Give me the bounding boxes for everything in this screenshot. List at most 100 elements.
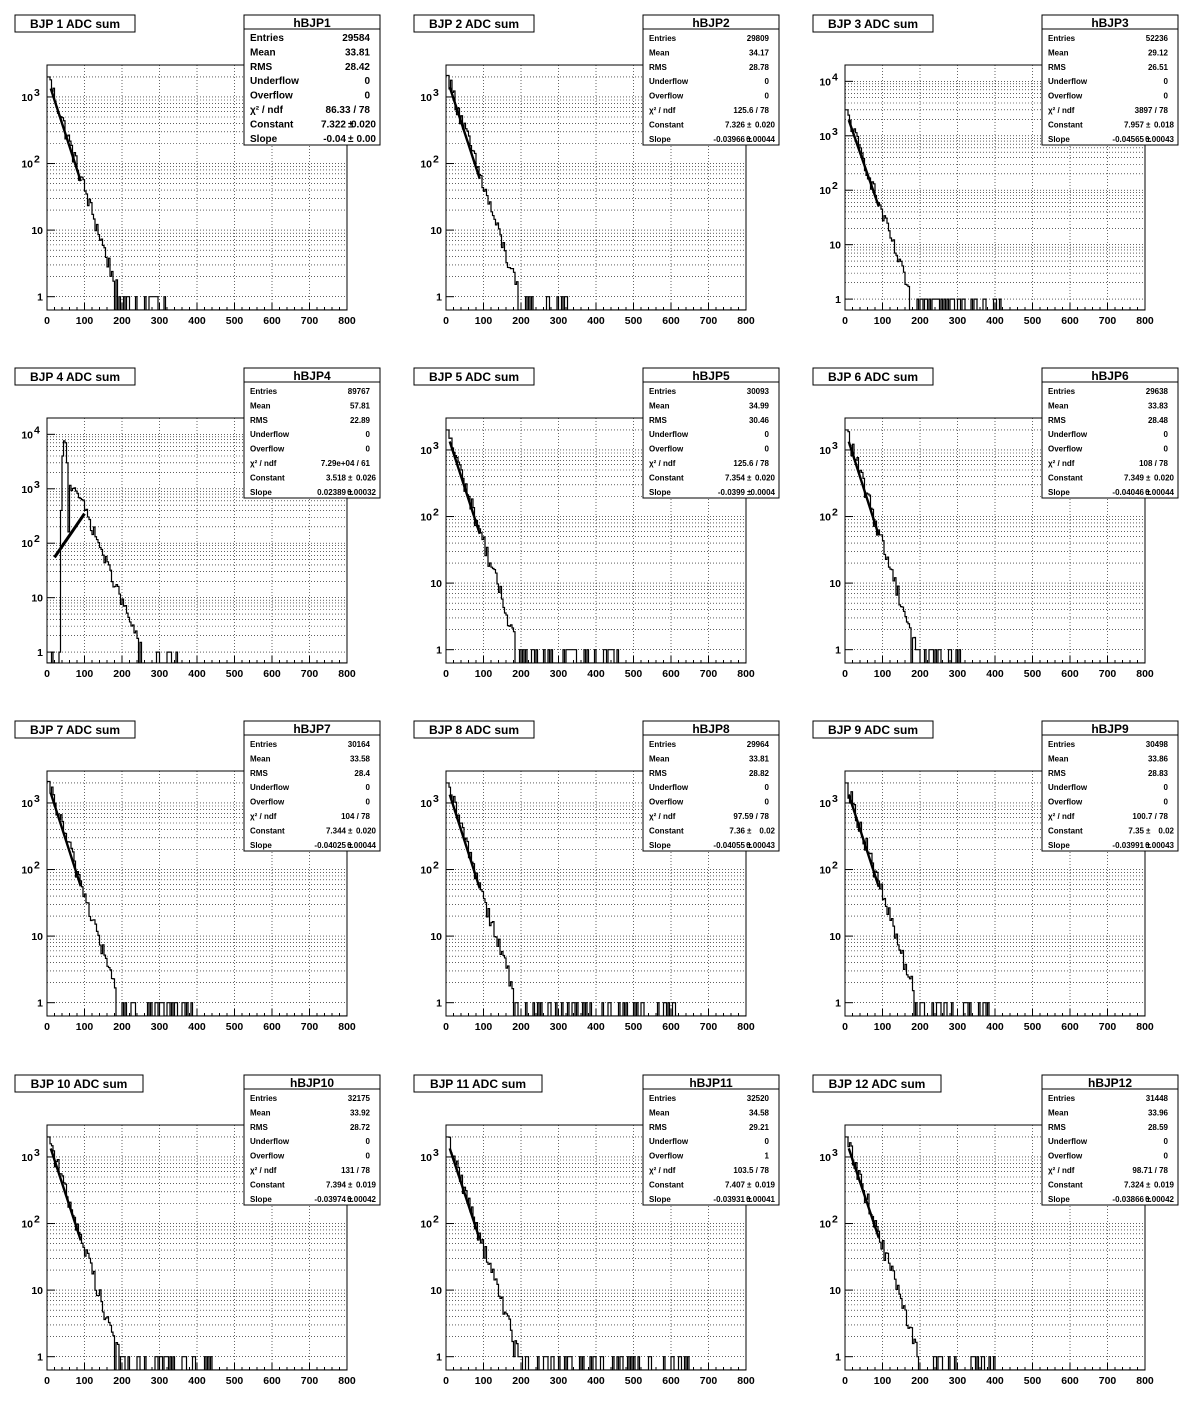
x-tick-label: 700	[700, 1021, 718, 1033]
y-tick-exponent: 4	[34, 424, 40, 436]
stats-label: RMS	[250, 416, 268, 425]
stats-value: 0	[1164, 430, 1169, 439]
x-tick-label: 0	[842, 668, 848, 680]
stats-error: 0.020	[1154, 473, 1175, 482]
x-tick-label: 800	[338, 315, 356, 327]
y-tick-label: 10	[420, 445, 432, 457]
y-tick-label: 1	[436, 1352, 442, 1364]
stats-value: 0	[765, 430, 770, 439]
x-tick-label: 500	[1024, 1375, 1042, 1387]
stats-box	[1041, 720, 1179, 852]
stats-value: 28.78	[749, 63, 770, 72]
x-tick-label: 0	[44, 1021, 50, 1033]
fit-line	[49, 1148, 82, 1241]
stats-box	[642, 14, 780, 146]
x-tick-label: 700	[1099, 1375, 1117, 1387]
x-tick-label: 200	[113, 315, 131, 327]
stats-pm: ±	[348, 488, 353, 497]
stats-value: 30498	[1146, 740, 1169, 749]
y-tick-exponent: 3	[832, 126, 838, 138]
y-tick-exponent: 2	[433, 507, 439, 519]
x-tick-label: 200	[512, 1375, 530, 1387]
x-tick-label: 300	[151, 1021, 169, 1033]
stats-error: 0.026	[356, 473, 377, 482]
histogram-title: BJP 12 ADC sum	[829, 1077, 926, 1091]
stats-label: Overflow	[250, 91, 293, 102]
histogram-title-box	[14, 14, 136, 33]
histogram-line	[47, 1136, 347, 1370]
stats-value: 0	[366, 1137, 371, 1146]
x-tick-label: 400	[587, 315, 605, 327]
stats-value: 7.322	[321, 119, 346, 130]
stats-value: -0.04055	[713, 841, 745, 850]
stats-pm: ±	[348, 826, 353, 835]
histogram-title-box	[14, 1074, 144, 1093]
stats-value: 33.86	[1148, 754, 1169, 763]
stats-pm: ±	[747, 135, 752, 144]
stats-value: 26.51	[1148, 63, 1169, 72]
stats-pm: ±	[348, 1195, 353, 1204]
histogram-title: BJP 6 ADC sum	[828, 370, 918, 384]
x-tick-label: 700	[301, 315, 319, 327]
stats-error: 0.019	[356, 1180, 377, 1189]
stats-box	[642, 367, 780, 499]
y-tick-label: 1	[835, 1352, 841, 1364]
histogram-title: BJP 2 ADC sum	[429, 17, 519, 31]
stats-label: χ² / ndf	[1048, 106, 1075, 115]
x-tick-label: 300	[949, 1021, 967, 1033]
histogram-title-box	[14, 367, 136, 386]
stats-label: Underflow	[649, 783, 689, 792]
stats-value: 22.89	[350, 416, 371, 425]
x-tick-label: 300	[550, 1021, 568, 1033]
stats-value: 0	[765, 92, 770, 101]
stats-label: χ² / ndf	[1048, 459, 1075, 468]
stats-label: χ² / ndf	[1048, 1166, 1075, 1175]
stats-value: 28.42	[345, 62, 370, 73]
stats-box	[1041, 1074, 1179, 1206]
stats-value: 0	[364, 76, 370, 87]
stats-label: RMS	[250, 769, 268, 778]
stats-label: Mean	[250, 47, 276, 58]
stats-value: 29.21	[749, 1123, 770, 1132]
stats-value: -0.04565	[1112, 135, 1144, 144]
stats-label: Entries	[649, 34, 677, 43]
stats-value: 31448	[1146, 1094, 1169, 1103]
fit-line	[49, 88, 82, 182]
stats-label: Underflow	[649, 77, 689, 86]
x-tick-label: 600	[662, 668, 680, 680]
fit-line	[847, 794, 880, 888]
x-tick-label: 0	[44, 1375, 50, 1387]
stats-label: χ² / ndf	[250, 1166, 277, 1175]
stats-pm: ±	[1146, 841, 1151, 850]
stats-error: 0.020	[755, 473, 776, 482]
stats-label: Slope	[1048, 841, 1070, 850]
x-tick-label: 400	[188, 315, 206, 327]
y-tick-label: 10	[829, 1285, 841, 1297]
histogram-title-box	[413, 1074, 543, 1093]
stats-box-name: hBJP8	[692, 722, 730, 736]
stats-box-name: hBJP6	[1091, 369, 1129, 383]
stats-label: Underflow	[649, 1137, 689, 1146]
fit-line	[847, 1147, 880, 1239]
stats-label: Entries	[250, 1094, 278, 1103]
x-tick-label: 500	[226, 1021, 244, 1033]
stats-value: 0	[366, 430, 371, 439]
x-tick-label: 100	[76, 668, 94, 680]
y-tick-label: 10	[21, 538, 33, 550]
stats-box	[243, 720, 381, 852]
stats-label: Overflow	[250, 798, 285, 807]
stats-label: Constant	[250, 473, 285, 482]
x-tick-label: 800	[737, 668, 755, 680]
stats-label: Underflow	[250, 1137, 290, 1146]
x-tick-label: 300	[949, 1375, 967, 1387]
stats-label: Constant	[1048, 826, 1083, 835]
stats-label: Mean	[250, 1108, 271, 1117]
stats-value: 0	[1164, 77, 1169, 86]
y-tick-label: 1	[835, 998, 841, 1010]
fit-line	[448, 86, 481, 180]
x-tick-label: 100	[475, 1375, 493, 1387]
